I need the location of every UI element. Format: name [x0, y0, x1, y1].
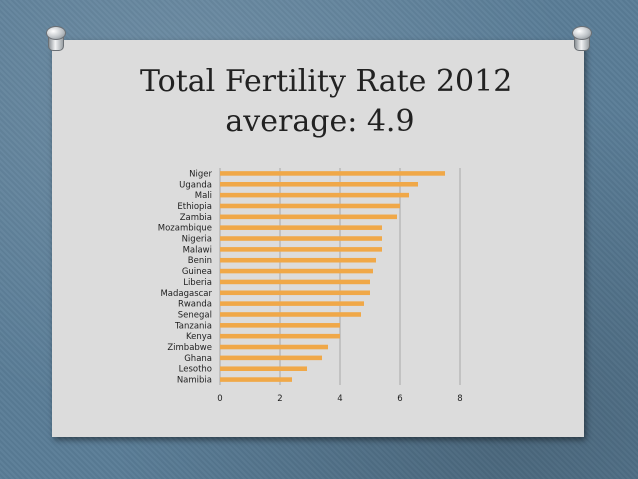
category-label: Uganda: [179, 180, 212, 190]
bar-zimbabwe: [220, 344, 328, 350]
chart-gridlines: [219, 168, 461, 385]
chart-tick-labels: 0 2 4 6 8: [217, 394, 462, 404]
bar-mali: [220, 192, 409, 198]
bar-mozambique: [220, 225, 382, 230]
chart-bars: [220, 171, 445, 382]
category-label: Senegal: [178, 310, 212, 320]
bar-kenya: [220, 333, 340, 339]
x-tick-label: 0: [217, 394, 222, 404]
category-label: Tanzania: [174, 321, 212, 331]
chart-category-labels: NigerUgandaMaliEthiopiaZambiaMozambiqueN…: [158, 169, 213, 385]
category-label: Nigeria: [182, 235, 212, 245]
x-tick-label: 4: [337, 394, 342, 404]
bar-rwanda: [220, 301, 364, 306]
x-tick-label: 2: [277, 394, 282, 404]
slide-title: Total Fertility Rate 2012 average: 4.9: [140, 62, 513, 142]
category-label: Liberia: [183, 278, 212, 288]
bar-guinea: [220, 268, 373, 274]
category-label: Ethiopia: [177, 202, 212, 212]
category-label: Mozambique: [158, 224, 212, 234]
bar-uganda: [220, 181, 418, 187]
x-tick-label: 8: [457, 394, 462, 404]
category-label: Benin: [188, 256, 212, 266]
category-label: Guinea: [182, 267, 212, 277]
bar-nigeria: [220, 236, 382, 241]
category-label: Rwanda: [178, 300, 212, 310]
bar-lesotho: [220, 366, 307, 372]
category-label: Ghana: [184, 354, 212, 364]
category-label: Namibia: [177, 376, 212, 386]
bar-madagascar: [220, 290, 370, 296]
category-label: Lesotho: [179, 365, 212, 375]
pushpin-icon: [44, 26, 66, 52]
category-label: Zimbabwe: [167, 343, 212, 353]
category-label: Kenya: [186, 332, 212, 342]
x-tick-label: 6: [397, 394, 402, 404]
title-line-2: average: 4.9: [225, 104, 415, 139]
bar-tanzania: [220, 323, 340, 328]
category-label: Madagascar: [160, 289, 212, 299]
category-label: Zambia: [180, 213, 212, 223]
bar-senegal: [220, 312, 361, 317]
category-label: Mali: [195, 191, 212, 201]
bar-niger: [220, 171, 445, 176]
title-line-1: Total Fertility Rate 2012: [140, 64, 513, 99]
bar-benin: [220, 257, 376, 263]
pushpin-icon: [570, 26, 592, 52]
bar-ghana: [220, 355, 322, 361]
bar-malawi: [220, 247, 382, 252]
bar-zambia: [220, 214, 397, 220]
category-label: Malawi: [183, 245, 212, 255]
bar-liberia: [220, 279, 370, 285]
bar-namibia: [220, 377, 292, 382]
bar-ethiopia: [220, 203, 400, 209]
category-label: Niger: [189, 169, 212, 179]
